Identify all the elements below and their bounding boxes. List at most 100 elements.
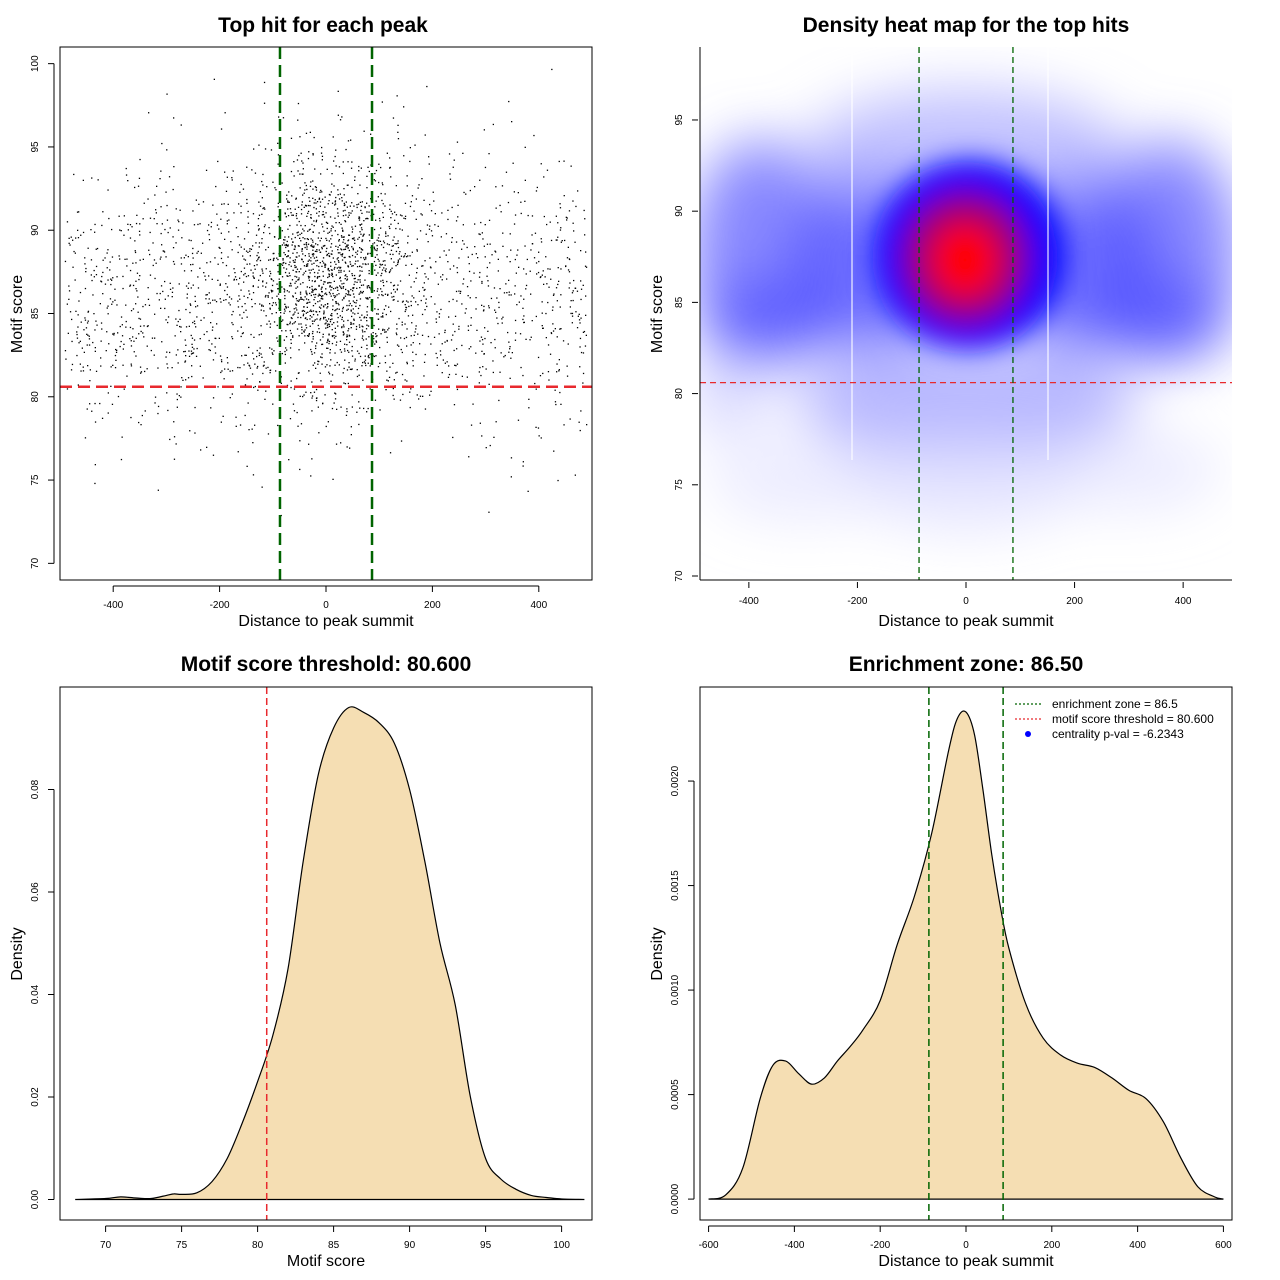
scatter-point bbox=[403, 106, 405, 108]
scatter-point bbox=[359, 287, 361, 289]
scatter-point bbox=[351, 161, 353, 163]
scatter-point bbox=[537, 356, 540, 359]
scatter-point bbox=[299, 233, 301, 236]
scatter-point bbox=[212, 204, 214, 206]
scatter-point bbox=[451, 206, 453, 209]
scatter-point bbox=[177, 219, 179, 221]
scatter-point bbox=[256, 264, 258, 266]
scatter-point bbox=[139, 223, 141, 225]
scatter-point bbox=[459, 292, 461, 294]
scatter-point bbox=[355, 328, 358, 330]
scatter-point bbox=[306, 286, 308, 288]
scatter-point bbox=[247, 402, 249, 404]
scatter-point bbox=[466, 286, 469, 288]
scatter-point bbox=[355, 325, 358, 328]
scatter-point bbox=[389, 354, 391, 356]
scatter-point bbox=[137, 185, 140, 187]
scatter-point bbox=[390, 310, 392, 313]
scatter-point bbox=[171, 296, 173, 298]
scatter-point bbox=[205, 298, 207, 300]
scatter-point bbox=[557, 479, 559, 482]
scatter-point bbox=[359, 265, 361, 268]
scatter-point bbox=[224, 368, 226, 370]
scatter-point bbox=[289, 323, 291, 325]
scatter-point bbox=[524, 245, 526, 247]
scatter-point bbox=[518, 266, 520, 268]
scatter-point bbox=[222, 415, 224, 417]
scatter-point bbox=[385, 389, 387, 391]
scatter-point bbox=[499, 204, 501, 207]
scatter-point bbox=[331, 318, 333, 320]
scatter-point bbox=[514, 339, 517, 341]
scatter-point bbox=[84, 287, 87, 290]
scatter-point bbox=[449, 268, 451, 270]
scatter-point bbox=[563, 424, 565, 426]
scatter-point bbox=[360, 256, 362, 259]
scatter-point bbox=[566, 257, 569, 259]
scatter-point bbox=[478, 382, 480, 384]
scatter-point bbox=[392, 239, 394, 241]
scatter-point bbox=[308, 253, 310, 255]
scatter-point bbox=[258, 279, 260, 281]
scatter-point bbox=[389, 204, 391, 206]
scatter-point bbox=[253, 277, 255, 279]
scatter-point bbox=[365, 218, 367, 220]
scatter-point bbox=[340, 266, 342, 269]
scatter-point bbox=[342, 334, 345, 336]
scatter-point bbox=[239, 298, 241, 300]
scatter-point bbox=[515, 332, 517, 334]
scatter-point bbox=[568, 287, 570, 289]
scatter-point bbox=[129, 237, 132, 239]
scatter-point bbox=[311, 253, 314, 255]
scatter-point bbox=[406, 345, 408, 347]
scatter-point bbox=[296, 268, 299, 270]
scatter-point bbox=[194, 323, 196, 325]
scatter-point bbox=[129, 326, 132, 329]
scatter-point bbox=[288, 201, 290, 203]
scatter-point bbox=[417, 187, 419, 189]
scatter-point bbox=[385, 268, 387, 270]
scatter-point bbox=[358, 165, 360, 168]
scatter-point bbox=[416, 267, 418, 269]
scatter-point bbox=[417, 333, 419, 335]
scatter-point bbox=[311, 320, 314, 322]
scatter-point bbox=[337, 252, 340, 254]
scatter-point bbox=[347, 319, 349, 322]
scatter-point bbox=[426, 305, 428, 308]
scatter-point bbox=[281, 320, 283, 322]
scatter-point bbox=[300, 152, 302, 154]
scatter-point bbox=[341, 116, 343, 118]
scatter-point bbox=[93, 269, 95, 272]
scatter-point bbox=[495, 186, 497, 188]
scatter-point bbox=[192, 352, 195, 354]
scatter-point bbox=[334, 309, 336, 312]
scatter-point bbox=[583, 209, 585, 212]
scatter-point bbox=[354, 263, 356, 265]
scatter-point bbox=[326, 254, 328, 257]
scatter-point bbox=[367, 218, 369, 220]
scatter-point bbox=[387, 294, 389, 296]
scatter-point bbox=[434, 272, 436, 274]
scatter-point bbox=[453, 349, 455, 352]
scatter-point bbox=[338, 304, 340, 306]
scatter-point bbox=[289, 418, 292, 420]
scatter-point bbox=[440, 308, 442, 311]
scatter-point bbox=[251, 428, 253, 430]
scatter-point bbox=[348, 304, 350, 307]
scatter-point bbox=[173, 421, 175, 423]
scatter-point bbox=[312, 246, 314, 248]
scatter-point bbox=[336, 294, 338, 296]
scatter-point bbox=[366, 306, 369, 308]
scatter-point bbox=[259, 347, 261, 349]
scatter-point bbox=[212, 359, 215, 361]
y-tick-label: 95 bbox=[674, 114, 685, 126]
scatter-point bbox=[375, 274, 377, 276]
scatter-point bbox=[345, 201, 347, 203]
scatter-point bbox=[196, 347, 198, 350]
scatter-point bbox=[375, 355, 377, 357]
scatter-point bbox=[122, 348, 124, 350]
scatter-point bbox=[354, 256, 356, 258]
scatter-point bbox=[264, 296, 267, 298]
scatter-point bbox=[340, 271, 342, 273]
scatter-point bbox=[274, 187, 276, 189]
